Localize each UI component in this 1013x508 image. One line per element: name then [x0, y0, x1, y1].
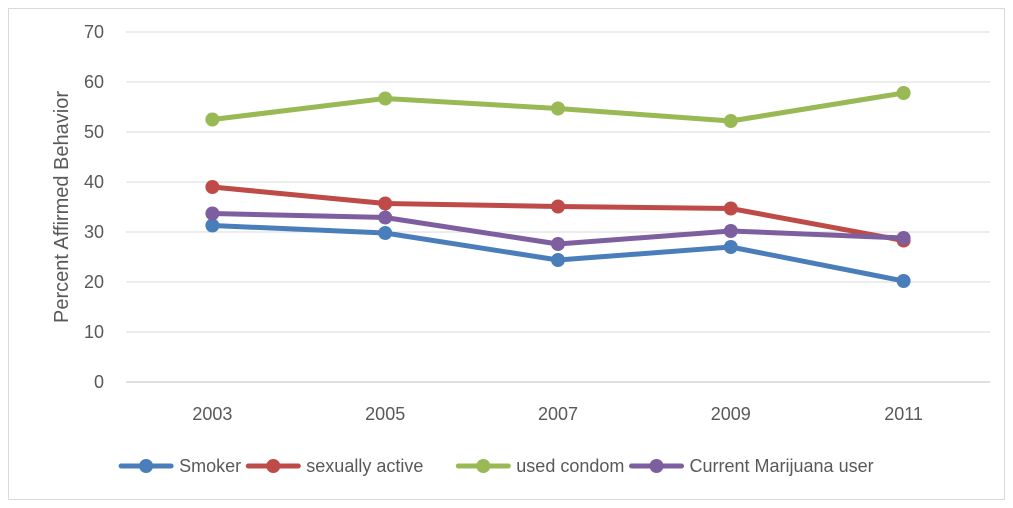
legend-marker-sexually-active	[266, 459, 281, 473]
legend-label-smoker: Smoker	[179, 456, 241, 476]
x-tick-label: 2007	[538, 404, 578, 424]
data-point-sexually-active	[551, 199, 565, 214]
data-point-sexually-active	[378, 196, 393, 211]
y-tick-label: 10	[84, 322, 104, 342]
legend: Smoker sexually active used condom Current …	[118, 456, 874, 476]
legend-label-used-condom: used condom	[516, 456, 624, 476]
y-tick-label: 40	[84, 172, 104, 192]
data-point-sexually-active	[205, 180, 220, 194]
x-tick-labels: 2003 2005 2007 2009 2011	[192, 404, 923, 424]
y-tick-label: 60	[84, 72, 104, 92]
legend-label-current-marijuana-user: Current Marijuana user	[690, 456, 874, 476]
x-tick-label: 2009	[711, 404, 751, 424]
legend-label-sexually-active: sexually active	[306, 456, 423, 476]
y-tick-label: 70	[84, 22, 104, 42]
data-point-sexually-active	[723, 201, 738, 216]
gridlines	[126, 31, 990, 383]
y-tick-labels: 0 10 20 30 40 50 60 70	[84, 22, 104, 392]
data-point-smoker	[378, 226, 393, 240]
data-point-used-condom	[723, 114, 738, 128]
y-tick-label: 50	[84, 122, 104, 142]
data-point-used-condom	[378, 91, 393, 106]
data-point-smoker	[551, 253, 565, 267]
x-tick-label: 2003	[192, 404, 232, 424]
data-point-used-condom	[205, 112, 220, 127]
y-tick-label: 30	[84, 222, 104, 242]
data-point-current-marijuana-user	[205, 206, 220, 221]
data-point-current-marijuana-user	[896, 231, 911, 245]
series-lines	[205, 86, 911, 288]
data-point-smoker	[723, 240, 738, 254]
data-point-current-marijuana-user	[723, 224, 738, 238]
data-point-current-marijuana-user	[551, 237, 565, 251]
x-tick-label: 2005	[365, 404, 405, 424]
data-point-smoker	[896, 274, 911, 288]
y-tick-label: 20	[84, 272, 104, 292]
data-point-current-marijuana-user	[378, 210, 393, 225]
data-point-used-condom	[551, 101, 565, 116]
y-tick-label: 0	[94, 372, 104, 392]
data-point-smoker	[205, 218, 220, 233]
y-axis-title: Percent Affirmed Behavior	[51, 91, 73, 323]
legend-marker-smoker	[139, 459, 154, 473]
legend-marker-used-condom	[476, 459, 491, 473]
x-tick-label: 2011	[884, 404, 923, 424]
legend-marker-current-marijuana-user	[649, 459, 664, 473]
data-point-used-condom	[896, 86, 911, 100]
